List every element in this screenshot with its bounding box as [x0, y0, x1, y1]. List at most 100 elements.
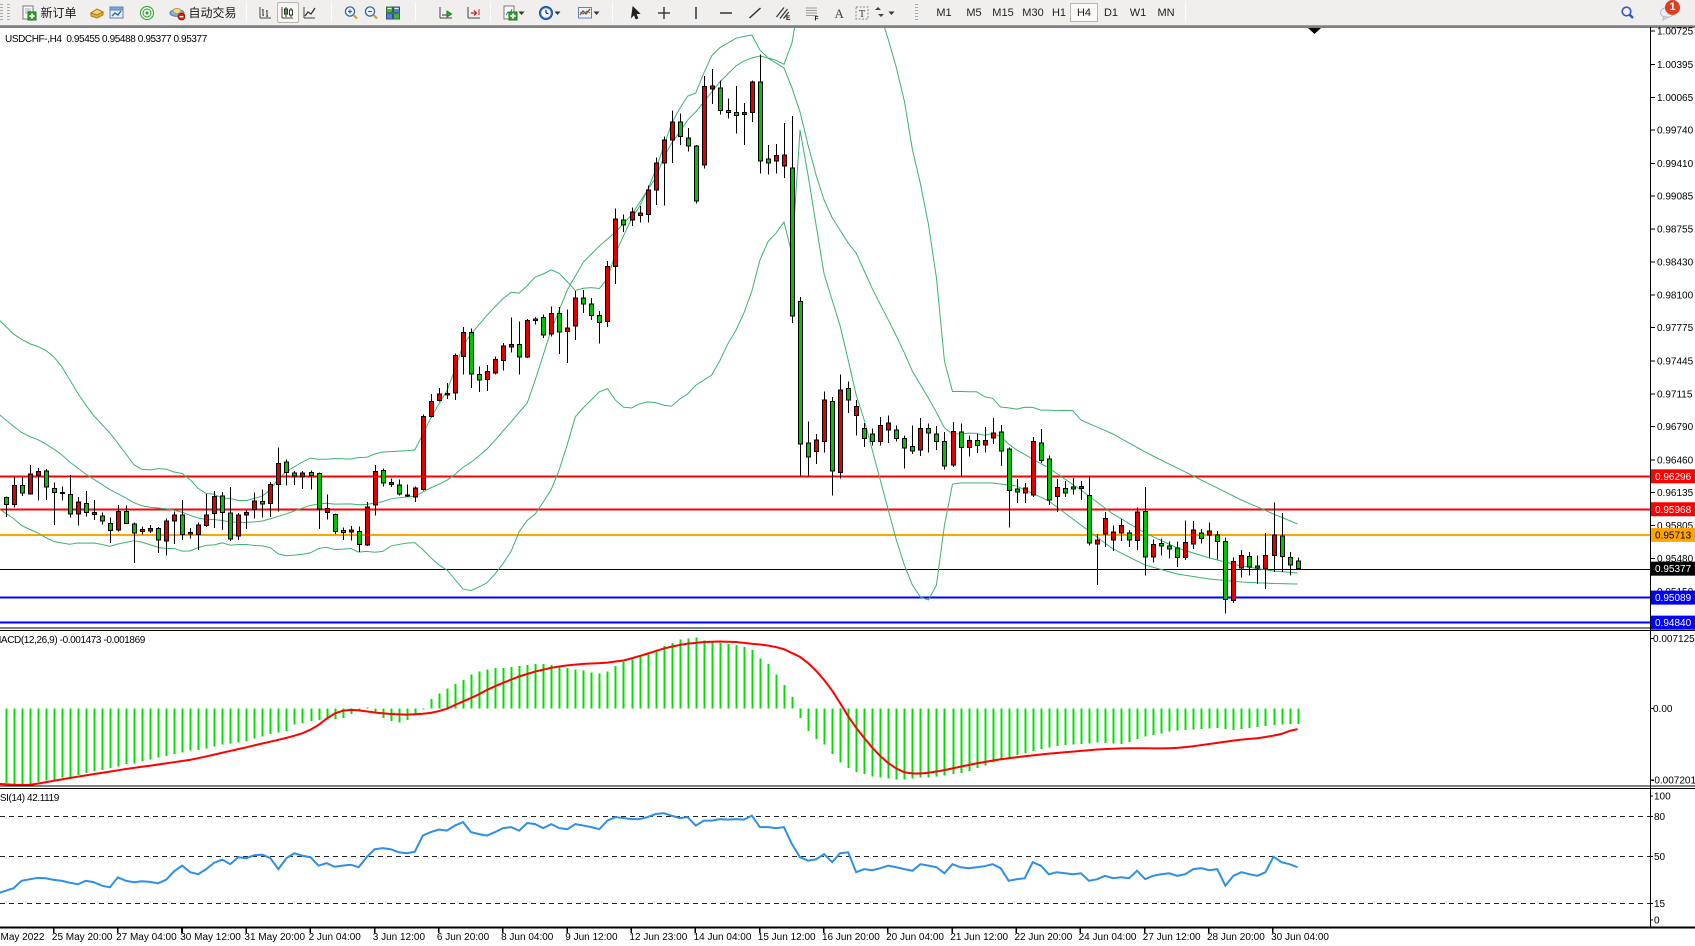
data-window-button[interactable]	[106, 2, 128, 23]
toolbar-drag-handle[interactable]	[7, 4, 10, 21]
toolbar-button-label: 自动交易	[188, 6, 237, 20]
time-axis-label: 12 Jun 23:00	[629, 932, 687, 943]
trendline-icon	[748, 6, 762, 19]
time-axis-label: 31 May 20:00	[244, 932, 305, 943]
toolbar-drag-handle[interactable]	[0, 4, 3, 21]
bar-chart-icon	[259, 6, 271, 18]
timeframe-label: W1	[1129, 6, 1147, 19]
zoom-in-button[interactable]	[340, 2, 362, 23]
macd-signal-line[interactable]	[0, 640, 1298, 786]
bullish-candle-bodies[interactable]	[12, 81, 1277, 602]
time-axis-label: 6 Jun 20:00	[437, 932, 490, 943]
rsi-line[interactable]	[0, 812, 1298, 894]
tile-windows-button[interactable]	[382, 2, 404, 23]
auto-scroll-button[interactable]	[435, 2, 457, 23]
chart-shift-marker[interactable]	[1308, 28, 1321, 34]
auto-trading-icon	[169, 7, 186, 20]
fibonacci-button[interactable]: F	[801, 2, 823, 23]
macd-axis-label: 0.007125	[1653, 634, 1695, 645]
price-badge	[1651, 527, 1695, 542]
search-button[interactable]	[1616, 2, 1638, 23]
svg-text:E: E	[786, 15, 791, 21]
main-pane-bg[interactable]	[0, 27, 1650, 628]
svg-text:A: A	[835, 6, 845, 21]
zoom-out-button[interactable]	[360, 2, 382, 23]
time-axis-area[interactable]	[0, 929, 1695, 946]
navigator-button[interactable]	[136, 2, 158, 23]
timeframe-MN-button[interactable]: MN	[1152, 3, 1180, 22]
time-axis-label: 2 Jun 04:00	[309, 932, 362, 943]
rsi-axis-label: 15	[1654, 899, 1666, 910]
time-axis-label: 24 Jun 04:00	[1079, 932, 1137, 943]
timeframe-H4-button[interactable]: H4	[1070, 3, 1098, 22]
time-axis-label: 15 Jun 12:00	[758, 932, 816, 943]
timeframe-M30-button[interactable]: M30	[1018, 3, 1048, 22]
crosshair-button[interactable]	[653, 2, 675, 23]
timeframe-M1-button[interactable]: M1	[930, 3, 958, 22]
arrows-icon	[874, 6, 884, 17]
rsi-label: RSI(14) 42.1119	[0, 793, 59, 804]
toolbar-drag-handle[interactable]	[915, 4, 918, 21]
price-badge	[1651, 590, 1695, 605]
time-axis-label: 9 Jun 12:00	[565, 932, 618, 943]
notifications-button[interactable]: 1	[1655, 0, 1680, 23]
text-label-button[interactable]: T	[851, 2, 873, 23]
trendline-button[interactable]	[744, 2, 766, 23]
horizontal-line-button[interactable]	[715, 2, 737, 23]
toolbar-separator	[246, 3, 247, 21]
timeframe-M15-button[interactable]: M15	[988, 3, 1018, 22]
text-button[interactable]: A	[828, 2, 850, 23]
bar-chart-mode-button[interactable]	[255, 2, 277, 23]
time-axis-label: 28 Jun 20:00	[1207, 932, 1265, 943]
bollinger-lower-band[interactable]	[0, 129, 1298, 601]
timeframe-label: M1	[936, 6, 952, 19]
price-axis-label: 0.96460	[1657, 455, 1694, 466]
timeframe-H1-button[interactable]: H1	[1048, 3, 1070, 22]
market-watch-button[interactable]	[86, 2, 108, 23]
periods-button[interactable]	[535, 2, 563, 23]
equidistant-channel-button[interactable]: E	[772, 2, 794, 23]
price-badge	[1651, 615, 1695, 630]
price-axis-label: 0.99410	[1657, 159, 1694, 170]
price-axis-label: 1.00065	[1657, 93, 1694, 104]
candle-chart-icon	[281, 6, 293, 18]
toolbar-separator	[415, 3, 416, 21]
timeframe-label: H1	[1051, 6, 1067, 19]
search-icon	[1621, 5, 1634, 19]
auto-trading-button[interactable]: 自动交易	[163, 2, 243, 23]
timeframe-M5-button[interactable]: M5	[960, 3, 988, 22]
time-axis-label: 25 May 20:00	[52, 932, 113, 943]
timeframe-label: MN	[1157, 6, 1175, 19]
vertical-line-button[interactable]	[685, 2, 707, 23]
price-axis-label: 0.98100	[1657, 290, 1694, 301]
navigator-icon	[140, 5, 154, 20]
chart-canvas[interactable]: 1.00725 1.00395 1.00065 0.99740 0.99410 0.990…	[0, 26, 1695, 946]
arrows-button[interactable]	[869, 2, 897, 23]
cursor-button[interactable]	[625, 2, 647, 23]
macd-histogram[interactable]	[5, 637, 1300, 785]
templates-button[interactable]	[573, 2, 603, 23]
cursor-icon	[630, 5, 641, 19]
auto-scroll-icon	[439, 6, 453, 18]
chart-title: USDCHF-,H4 0.95455 0.95488 0.95377 0.953…	[5, 34, 207, 45]
line-chart-icon	[303, 6, 316, 18]
time-axis-label: 27 May 04:00	[116, 932, 177, 943]
indicators-button[interactable]	[499, 2, 527, 23]
timeframe-label: M15	[992, 6, 1014, 19]
price-axis-label: 0.98755	[1657, 225, 1694, 236]
price-axis-label: 0.99085	[1657, 192, 1694, 203]
chart-shift-button[interactable]	[463, 2, 485, 23]
time-axis-label: 20 Jun 04:00	[886, 932, 944, 943]
rsi-axis-label: 80	[1654, 812, 1666, 823]
bearish-candle-bodies[interactable]	[4, 81, 1301, 601]
candle-chart-mode-button[interactable]	[277, 2, 299, 23]
zoom-out-icon	[364, 5, 378, 19]
fibonacci-icon: F	[806, 7, 819, 21]
timeframe-W1-button[interactable]: W1	[1124, 3, 1152, 22]
crosshair-icon	[658, 6, 670, 19]
timeframe-D1-button[interactable]: D1	[1098, 3, 1124, 22]
dropdown-caret-icon	[554, 11, 560, 15]
new-order-button[interactable]: 新订单	[14, 2, 84, 23]
toolbar-separator	[612, 3, 613, 21]
line-chart-mode-button[interactable]	[299, 2, 321, 23]
